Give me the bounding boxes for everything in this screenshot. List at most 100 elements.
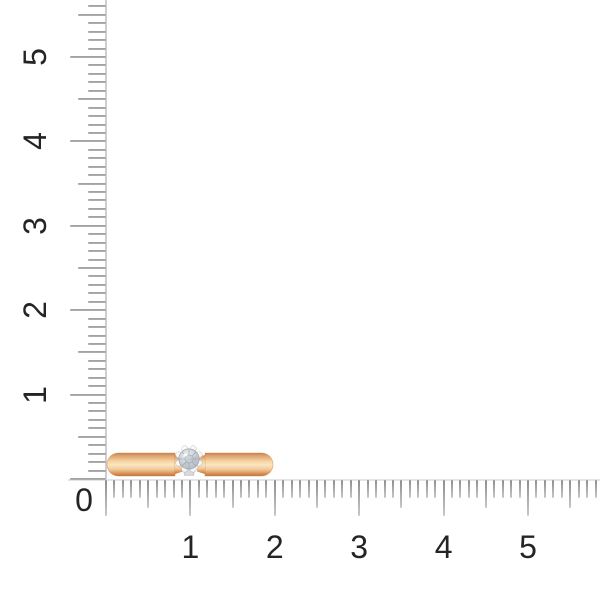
horizontal-ruler-tick [316,480,318,508]
vertical-ruler-tick [88,47,106,50]
horizontal-ruler-tick [408,480,411,498]
vertical-ruler-number: 1 [17,385,53,404]
vertical-ruler-tick [88,250,106,253]
horizontal-ruler-tick [164,480,167,498]
vertical-ruler-tick [88,275,106,278]
vertical-ruler-number: 4 [17,132,53,151]
vertical-ruler-tick [88,418,106,421]
vertical-ruler-tick [88,165,106,168]
vertical-ruler-tick [88,359,106,362]
horizontal-ruler-tick [442,480,445,516]
ring-band-right [204,452,274,477]
horizontal-ruler-tick [180,480,183,498]
horizontal-ruler-tick [552,480,555,498]
horizontal-ruler-tick [586,480,589,498]
horizontal-ruler-tick [560,480,563,498]
vertical-ruler-tick [88,123,106,126]
horizontal-ruler-tick [155,480,158,498]
vertical-ruler-tick [88,427,106,430]
vertical-ruler-line [105,0,107,480]
vertical-ruler-tick [88,89,106,92]
horizontal-ruler-tick [147,480,150,508]
horizontal-ruler-tick [358,480,361,516]
horizontal-ruler-tick [383,480,386,498]
vertical-ruler-tick [88,444,106,447]
vertical-ruler-tick [88,191,106,194]
horizontal-ruler-tick [527,480,529,516]
vertical-ruler-tick [88,115,106,118]
horizontal-ruler-tick [366,480,369,498]
vertical-ruler-tick [88,39,106,42]
vertical-ruler-tick [88,72,106,75]
horizontal-ruler-tick [256,480,259,498]
vertical-ruler-tick [88,376,106,379]
horizontal-ruler-tick [400,480,403,508]
horizontal-ruler-tick [569,480,572,508]
vertical-ruler-tick [78,351,106,354]
vertical-ruler-tick [88,342,106,345]
vertical-ruler-tick [88,326,106,329]
vertical-ruler-tick [88,148,106,151]
ruler-zero-label: 0 [75,482,93,518]
vertical-ruler-tick [88,368,106,371]
horizontal-ruler-tick [391,480,394,498]
horizontal-ruler-tick [349,480,352,498]
horizontal-ruler-tick [467,480,470,498]
horizontal-ruler-tick [476,480,479,498]
vertical-ruler-number: 2 [17,301,53,320]
vertical-ruler-tick [70,393,106,396]
ring-photo [106,445,274,477]
vertical-ruler-tick [70,224,106,227]
diamond-highlight [183,453,188,457]
ring-band-left [106,452,176,477]
vertical-ruler-tick [88,81,106,84]
vertical-ruler-tick [78,267,106,269]
horizontal-ruler-tick [189,480,192,516]
horizontal-ruler-number: 1 [181,529,200,565]
vertical-ruler-tick [88,106,106,109]
vertical-ruler-tick [88,30,106,33]
vertical-ruler-tick [88,207,106,210]
horizontal-ruler-tick [113,480,116,498]
horizontal-ruler-tick [451,480,454,498]
vertical-ruler-tick [88,292,106,295]
horizontal-ruler-number: 3 [350,529,369,565]
vertical-ruler-tick [70,140,106,143]
vertical-ruler-tick [88,233,106,236]
horizontal-ruler-tick [273,480,276,516]
horizontal-ruler-tick [290,480,293,498]
horizontal-ruler-tick [518,480,521,498]
horizontal-ruler-tick [214,480,217,498]
vertical-ruler-tick [88,64,106,67]
horizontal-ruler-tick [172,480,175,498]
horizontal-ruler-tick [341,480,344,498]
horizontal-ruler-tick [535,480,538,498]
vertical-ruler-tick [88,22,106,25]
horizontal-ruler-tick [493,480,496,498]
vertical-ruler-tick [88,5,106,8]
horizontal-ruler-tick [484,480,487,508]
vertical-ruler-tick [88,317,106,320]
vertical-ruler-tick [78,435,106,438]
vertical-ruler-tick [70,56,106,58]
horizontal-ruler-tick [223,480,226,498]
horizontal-ruler-tick [265,480,268,498]
horizontal-ruler-tick [307,480,310,498]
horizontal-ruler-tick [510,480,513,498]
horizontal-ruler-tick [332,480,335,498]
vertical-ruler-tick [88,385,106,388]
vertical-ruler-tick [88,199,106,202]
horizontal-ruler-number: 4 [434,529,453,565]
vertical-ruler-number: 5 [17,48,53,66]
horizontal-ruler-tick [594,480,597,498]
vertical-ruler-tick [88,283,106,286]
vertical-ruler-tick [70,309,106,312]
vertical-ruler-tick [78,13,106,16]
vertical-ruler-tick [88,157,106,160]
horizontal-ruler-tick [240,480,243,498]
vertical-ruler-tick [88,241,106,244]
horizontal-ruler-tick [459,480,462,498]
vertical-ruler-tick [88,410,106,413]
horizontal-ruler-tick [299,480,302,498]
horizontal-ruler-tick [206,480,209,498]
